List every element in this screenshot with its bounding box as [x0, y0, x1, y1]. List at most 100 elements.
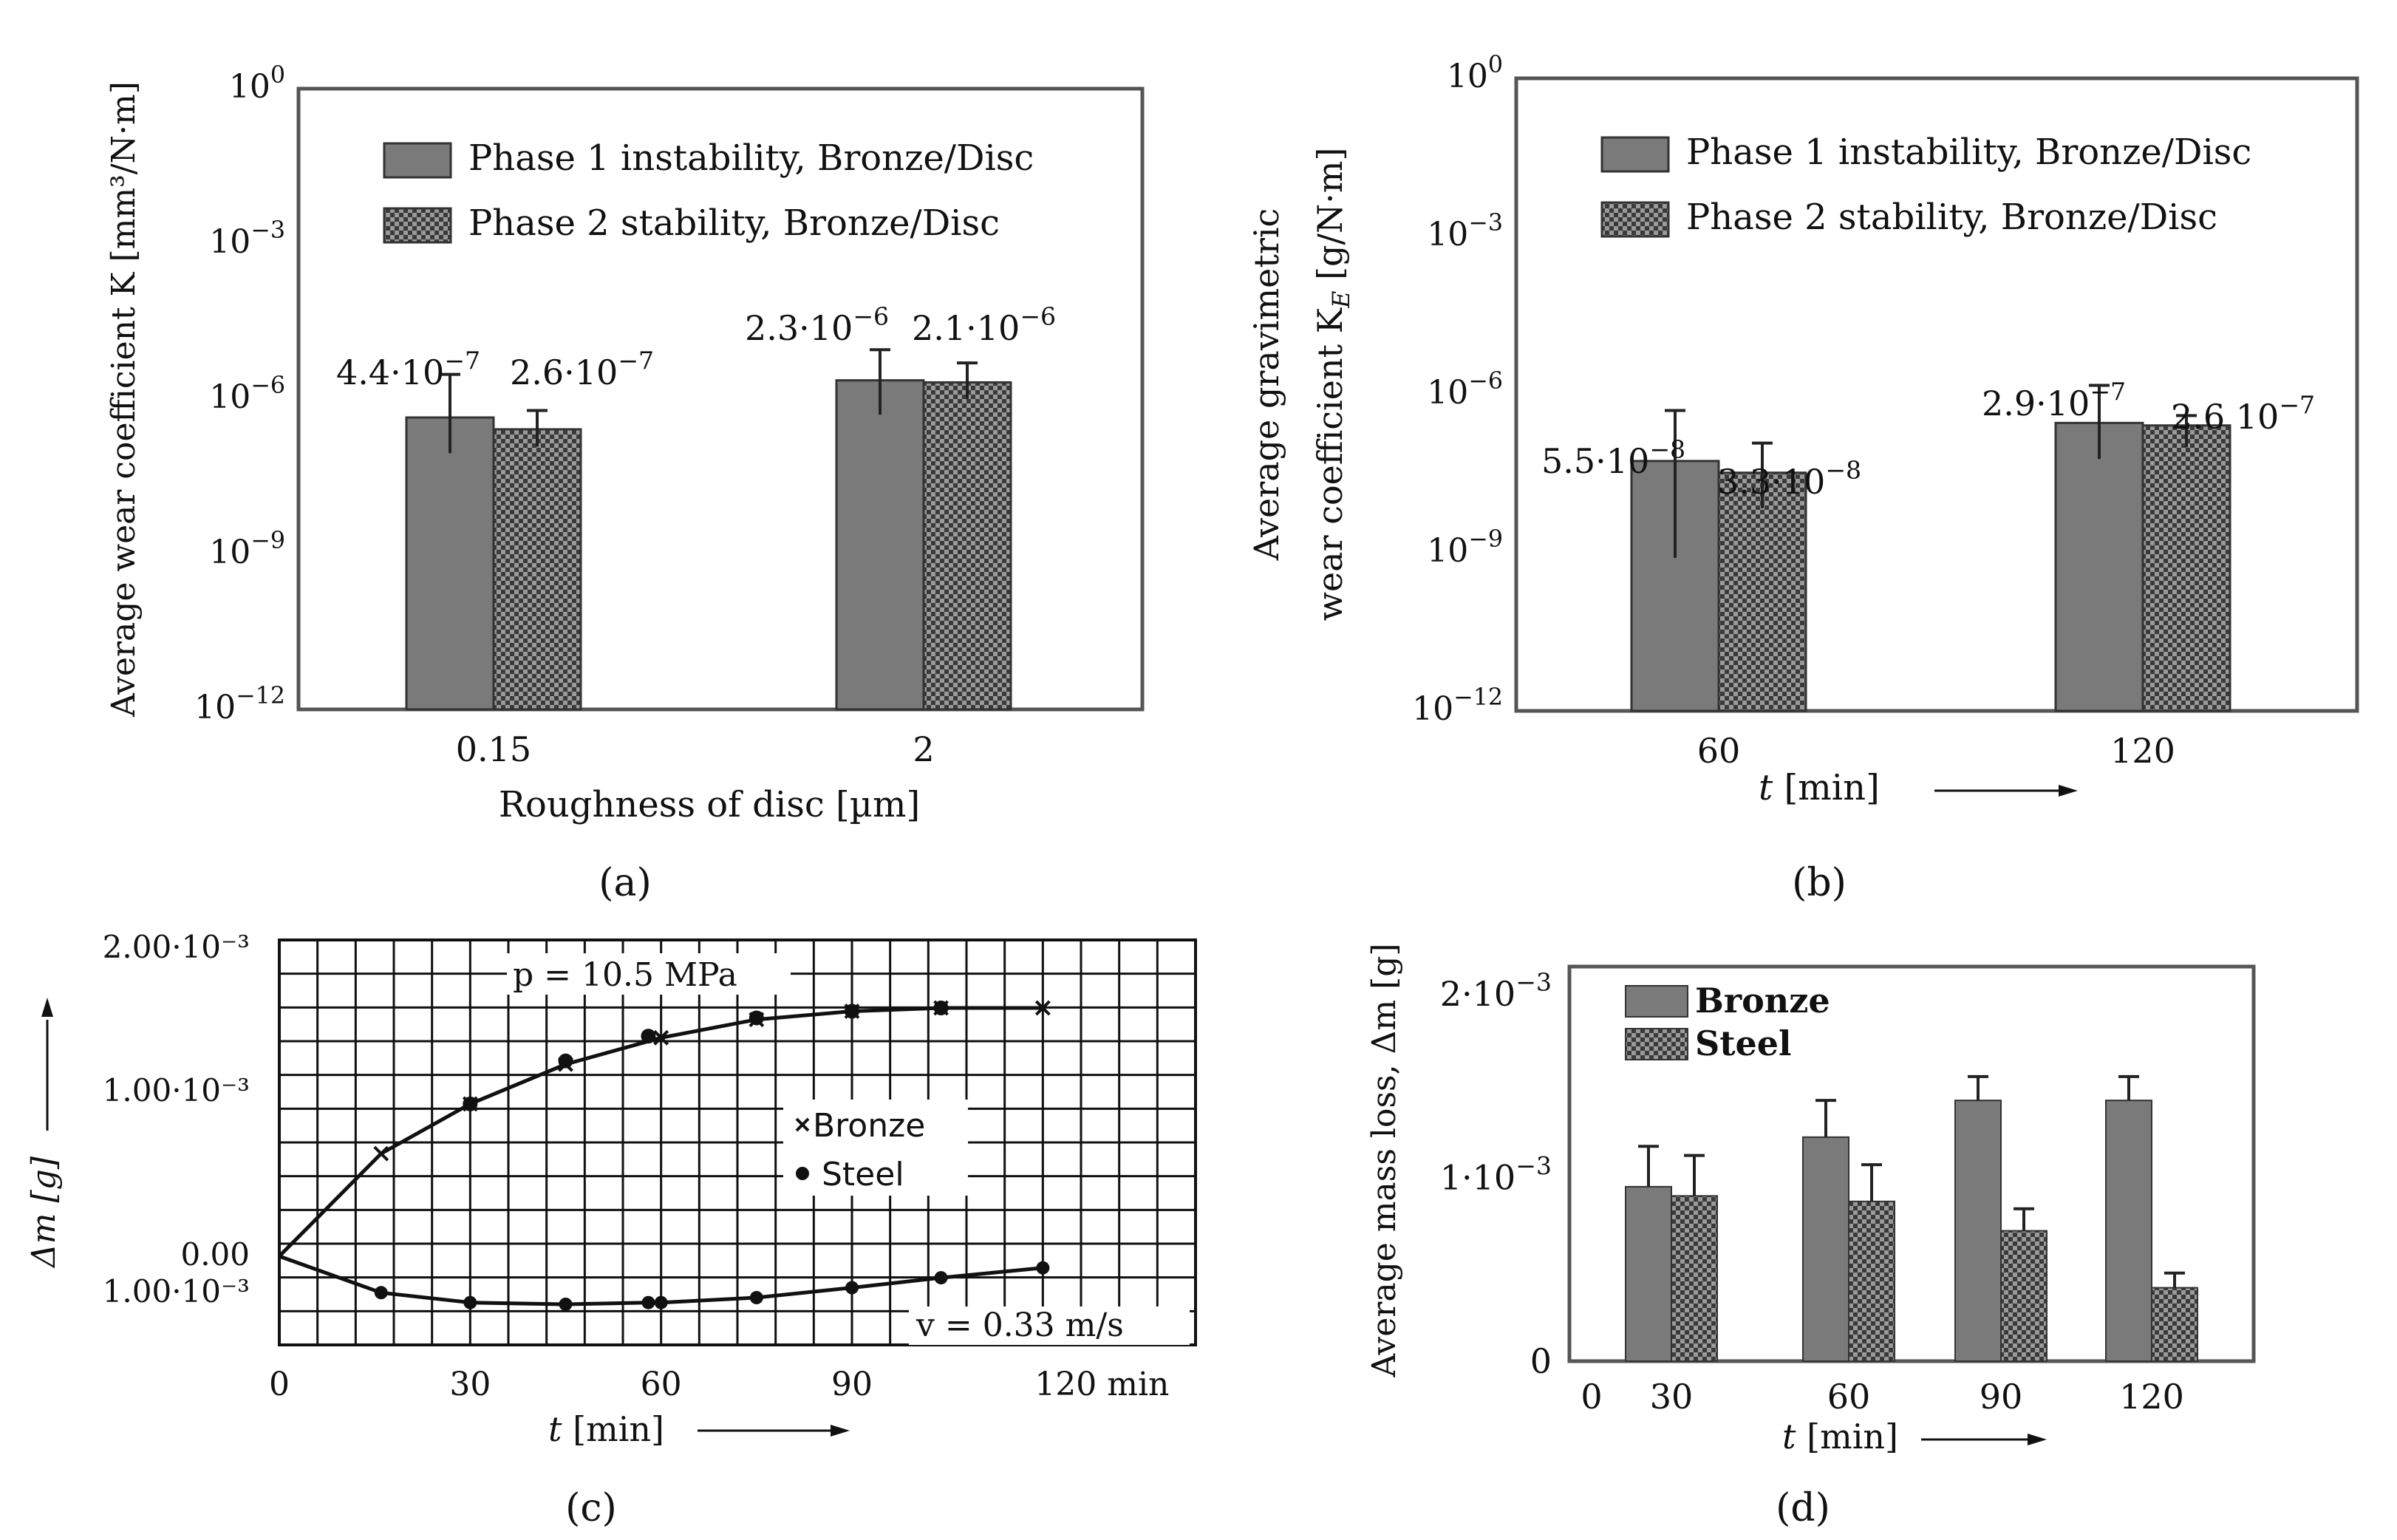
y-tick-label: 10−9 — [1427, 526, 1503, 570]
x-axis-label: Roughness of disc [µm] — [499, 784, 920, 825]
legend-swatch — [1625, 1028, 1688, 1060]
y-tick-label-base: 2·10 — [1440, 974, 1515, 1014]
x-axis-arrow-head — [831, 1425, 850, 1437]
y-tick-label: 1.00·10⁻³ — [103, 1273, 250, 1309]
x-axis-label: t [min] — [1782, 1417, 1898, 1456]
marker-steel — [845, 1281, 859, 1295]
y-tick-label-exp: −9 — [1468, 526, 1503, 553]
data-label-exp: −7 — [2090, 377, 2126, 406]
marker-dot — [463, 1096, 478, 1111]
data-label-base: 2.6·10 — [510, 352, 618, 392]
x-axis-arrow-head — [2059, 785, 2078, 797]
legend-marker-steel — [796, 1167, 809, 1180]
y-tick-label-base: 10 — [1427, 216, 1468, 253]
x-tick-label: 60 — [641, 1366, 682, 1403]
legend-label: Phase 1 instability, Bronze/Disc — [1686, 132, 2251, 173]
data-label-base: 2.6 10 — [2171, 397, 2279, 437]
bar-steel — [2000, 1230, 2047, 1362]
x-axis-var: t — [548, 1409, 562, 1449]
data-label-exp: −7 — [2279, 390, 2315, 419]
data-label-exp: −8 — [1825, 455, 1861, 484]
y-tick-label-base: 10 — [1447, 58, 1488, 95]
data-label: 2.9·10−7 — [1982, 377, 2126, 423]
x-axis-label: t [min] — [1759, 767, 1880, 808]
y-tick-label: 10−6 — [209, 372, 285, 416]
marker-steel — [463, 1295, 477, 1309]
legend-label-steel: Steel — [822, 1156, 904, 1193]
y-tick-label-exp: 0 — [1488, 52, 1503, 78]
data-label-base: 5.5·10 — [1541, 441, 1649, 481]
y-axis-label-line1: Average gravimetric — [1247, 208, 1286, 562]
panel-label-d: (d) — [1776, 1486, 1830, 1530]
marker-dot — [845, 1004, 859, 1019]
x-axis-unit: [min] — [1773, 767, 1880, 808]
data-label-base: 4.4·10 — [336, 352, 444, 392]
y-tick-label-base: 10 — [209, 378, 250, 416]
x-tick-label-zero: 0 — [1581, 1377, 1602, 1417]
y-tick-label: 10−12 — [1412, 684, 1503, 728]
legend-label: Bronze — [1695, 981, 1830, 1021]
data-label: 5.5·10−8 — [1541, 435, 1685, 481]
y-axis-label-sub: E — [1327, 291, 1355, 309]
legend-swatch — [1625, 985, 1688, 1018]
y-tick-label: 10−6 — [1427, 368, 1503, 412]
marker-dot — [933, 1001, 949, 1015]
marker-dot — [558, 1053, 573, 1069]
bar-steel — [2151, 1287, 2198, 1362]
data-label: 2.6 10−7 — [2171, 390, 2315, 437]
x-axis-label: t [min] — [548, 1409, 664, 1449]
marker-dot — [641, 1029, 656, 1044]
y-tick-label: 0 — [1530, 1341, 1552, 1381]
y-tick-label-exp: −12 — [236, 683, 285, 709]
x-tick-label: 30 — [1650, 1377, 1694, 1417]
x-axis-arrow-head — [2028, 1434, 2047, 1445]
y-axis-label-main: wear coefficient K — [1310, 307, 1350, 621]
annotation-velocity: v = 0.33 m/s — [916, 1306, 1124, 1344]
y-tick-label-base: 10 — [209, 534, 250, 571]
x-axis-var: t — [1782, 1417, 1796, 1456]
legend-swatch — [1600, 201, 1670, 238]
x-tick-label: 30 — [449, 1366, 491, 1403]
y-tick-label-exp: −3 — [1468, 210, 1503, 236]
y-tick-label-exp: −3 — [1515, 1151, 1552, 1180]
y-tick-label: 1.00·10⁻³ — [103, 1072, 250, 1108]
x-tick-label: 120 min — [1034, 1366, 1169, 1403]
data-label-exp: −8 — [1649, 435, 1685, 463]
y-tick-label-exp: −6 — [1468, 368, 1503, 395]
bar-bronze — [1802, 1136, 1849, 1362]
marker-steel — [641, 1295, 655, 1309]
x-tick-label: 90 — [1980, 1377, 2023, 1417]
bar-phase2 — [492, 428, 582, 711]
legend-label: Phase 1 instability, Bronze/Disc — [468, 137, 1034, 179]
data-label-exp: −6 — [853, 301, 889, 330]
bar-phase1 — [2054, 421, 2144, 712]
y-tick-label-exp: −9 — [250, 528, 285, 554]
y-axis-label-unit: [g/N·m] — [1310, 148, 1350, 291]
x-tick-label: 120 — [2110, 731, 2175, 771]
annotation-bg — [507, 953, 791, 995]
marker-steel — [934, 1271, 948, 1285]
y-tick-label-exp: −6 — [250, 372, 285, 399]
y-axis-label: Δm [g] — [25, 1156, 63, 1269]
bar-steel — [1848, 1200, 1895, 1363]
annotation-bg — [909, 1306, 1190, 1345]
y-tick-label: 10−12 — [194, 683, 285, 726]
y-tick-label: 2.00·10⁻³ — [103, 929, 250, 965]
y-tick-label: 2·10−3 — [1440, 967, 1552, 1014]
bar-steel — [1671, 1195, 1718, 1362]
x-tick-label: 0 — [269, 1366, 290, 1403]
y-tick-label-exp: 0 — [270, 62, 285, 89]
y-axis-label-line2: wear coefficient KE [g/N·m] — [1310, 148, 1355, 621]
x-tick-label: 120 — [2119, 1377, 2184, 1417]
data-label-base: 2.1·10 — [912, 308, 1020, 348]
marker-steel — [1036, 1261, 1050, 1275]
legend-label: Phase 2 stability, Bronze/Disc — [468, 202, 1000, 244]
marker-dot — [749, 1010, 764, 1026]
bar-phase1 — [835, 379, 925, 711]
bar-phase2 — [922, 381, 1012, 711]
y-tick-label: 100 — [229, 62, 285, 106]
y-tick-label-base: 10 — [194, 689, 236, 726]
panel-label-b: (b) — [1792, 861, 1847, 905]
